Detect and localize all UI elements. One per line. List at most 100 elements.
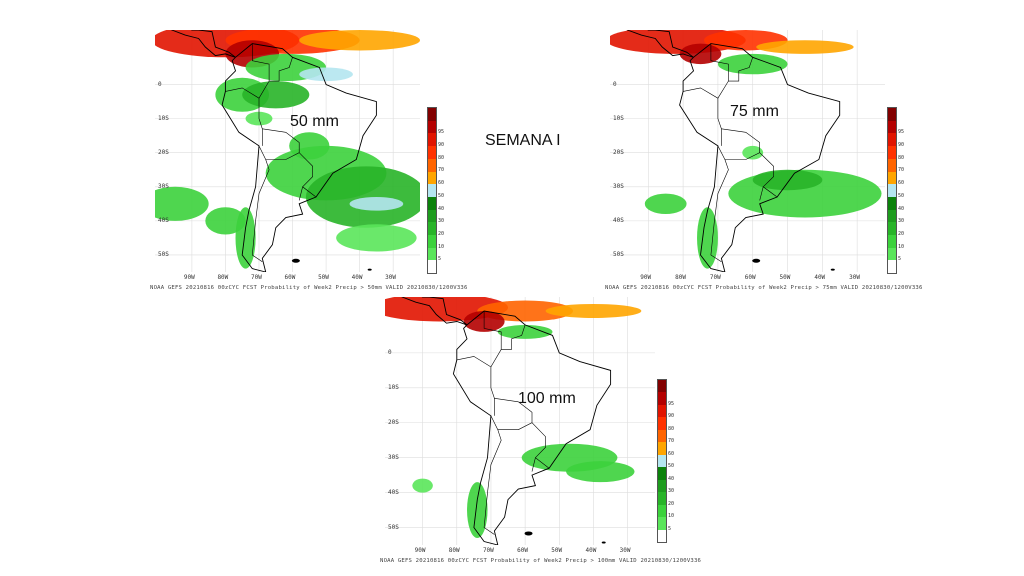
south-georgia (830, 268, 835, 271)
colorbar-swatch (428, 247, 436, 261)
threshold-label: 75 mm (730, 103, 779, 120)
slide-title: SEMANA I (485, 132, 561, 149)
lat-label: 50S (388, 523, 399, 531)
central-america-coastline (170, 30, 236, 58)
precip-probability-area (644, 193, 687, 215)
colorbar-swatch (888, 146, 896, 159)
precip-map (385, 297, 655, 545)
map-panel-50mm: 0 10S 20S 30S 40S 50S 90W 80W 70W 60W 50W 40W 30W NOA… (150, 28, 480, 298)
precip-probability-area (756, 40, 854, 54)
south-georgia (601, 541, 606, 544)
lon-label: 80W (675, 274, 686, 281)
precip-probability-area (349, 197, 404, 211)
lon-label: 90W (640, 274, 652, 281)
colorbar-swatch (658, 404, 666, 418)
colorbar-tick-label: 90 (898, 142, 905, 149)
colorbar-swatch (428, 184, 436, 197)
lat-label: 30S (613, 182, 624, 190)
colorbar-swatch (428, 196, 436, 210)
colorbar-swatch (888, 120, 896, 134)
precip-probability-area (205, 207, 246, 235)
colorbar-swatch (888, 260, 896, 273)
colorbar-tick-label: 50 (668, 463, 675, 470)
colorbar-tick-label: 20 (438, 230, 445, 237)
country-border (531, 422, 550, 469)
colorbar-legend (657, 379, 667, 543)
precip-probability-area (412, 478, 433, 493)
lon-label: 30W (619, 547, 631, 554)
lon-label: 60W (744, 274, 756, 281)
lon-label: 90W (414, 547, 426, 554)
colorbar-tick-label: 40 (898, 205, 905, 212)
country-border (483, 311, 502, 368)
precip-probability-area (242, 81, 310, 109)
colorbar-swatch (428, 209, 436, 223)
lat-label: 0 (158, 80, 162, 88)
country-border (269, 57, 293, 82)
country-border (710, 43, 729, 99)
country-border (298, 152, 317, 198)
lon-label: 80W (448, 547, 460, 554)
colorbar-tick-label: 80 (898, 154, 905, 161)
lat-label: 30S (158, 182, 169, 190)
colorbar-tick-label: 60 (438, 180, 445, 187)
south-america-coastline (452, 310, 612, 545)
precip-probability-area (697, 207, 718, 269)
threshold-label: 50 mm (290, 113, 339, 130)
falkland-islands (752, 258, 761, 263)
lat-label: 20S (388, 418, 399, 426)
colorbar-swatch (658, 467, 666, 480)
precip-map (155, 30, 420, 272)
colorbar-tick-label: 5 (898, 256, 902, 263)
colorbar-tick-label: 90 (438, 142, 445, 149)
colorbar-tick-label: 50 (898, 192, 905, 199)
colorbar-swatch (888, 234, 896, 248)
colorbar-tick-label: 5 (438, 256, 442, 263)
colorbar-swatch (428, 146, 436, 159)
lon-label: 50W (779, 274, 791, 281)
precip-probability-area (497, 324, 553, 339)
colorbar-swatch (658, 454, 666, 468)
lat-label: 0 (388, 348, 392, 356)
precip-probability-area (305, 166, 420, 228)
lon-label: 30W (385, 274, 396, 281)
country-border (298, 186, 303, 201)
colorbar-swatch (428, 108, 436, 121)
colorbar-swatch (428, 222, 436, 235)
colorbar-tick-label: 30 (438, 218, 445, 225)
precip-probability-area (299, 30, 420, 51)
colorbar-swatch (428, 133, 436, 147)
colorbar-swatch (658, 517, 666, 530)
map-caption: NOAA GEFS 20210816 00zCYC FCST Probabili… (605, 285, 923, 291)
colorbar-tick-label: 80 (438, 154, 445, 161)
south-america-coastline (221, 43, 377, 272)
colorbar-tick-label: 40 (438, 205, 445, 212)
precip-probability-area (545, 303, 642, 318)
colorbar-swatch (428, 234, 436, 248)
lat-label: 10S (613, 114, 624, 122)
country-border (759, 152, 778, 198)
precip-probability-area (336, 224, 417, 252)
lat-label: 30S (388, 453, 399, 461)
colorbar-swatch (888, 184, 896, 197)
precip-probability-area (155, 186, 209, 221)
colorbar-swatch (888, 196, 896, 210)
colorbar-legend (427, 107, 437, 274)
colorbar-tick-label: 20 (898, 230, 905, 237)
precip-probability-area (742, 145, 764, 160)
precip-probability-area (467, 482, 488, 539)
colorbar-swatch (888, 209, 896, 223)
colorbar-swatch (888, 133, 896, 147)
country-border (225, 87, 263, 146)
colorbar-swatch (888, 158, 896, 172)
colorbar-swatch (888, 247, 896, 261)
lon-label: 50W (318, 274, 329, 281)
country-border (683, 87, 722, 146)
colorbar-swatch (658, 504, 666, 518)
precip-probability-area (679, 43, 722, 65)
country-border (531, 457, 536, 472)
colorbar-tick-label: 60 (668, 450, 675, 457)
lon-label: 50W (551, 547, 563, 554)
central-america-coastline (401, 297, 468, 326)
lon-label: 40W (585, 547, 597, 554)
